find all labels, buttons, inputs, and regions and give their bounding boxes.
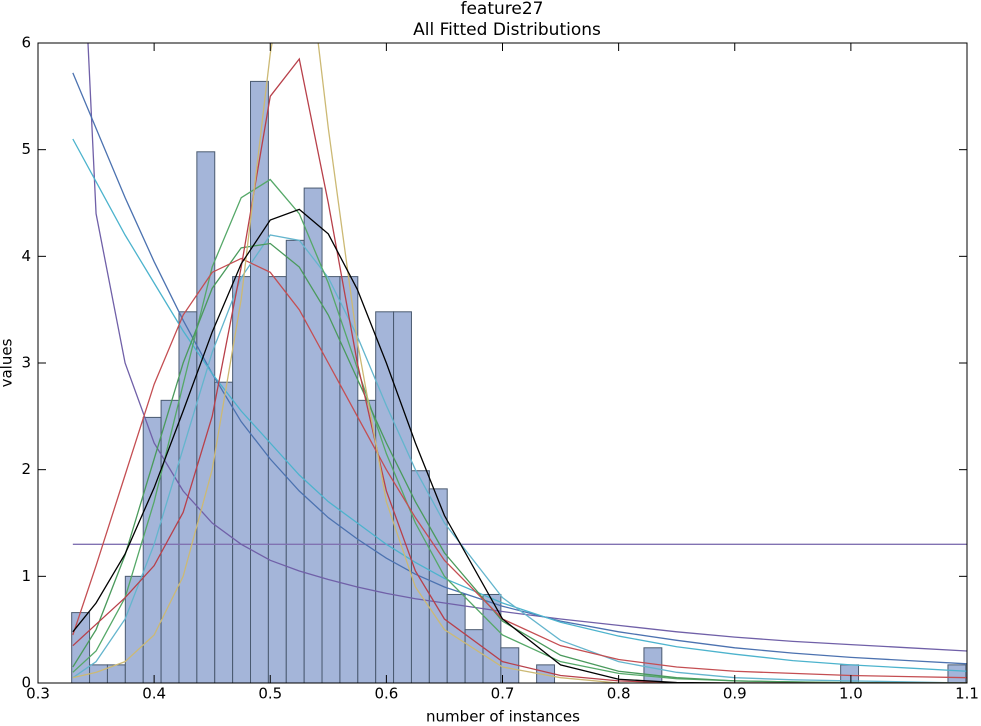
fitted-curve (87, 43, 967, 652)
fitted-curve (72, 43, 967, 683)
x-axis-label: number of instances (426, 708, 580, 726)
y-tick-label: 2 (21, 460, 31, 478)
x-tick-label: 1.0 (839, 685, 863, 703)
histogram-bar (947, 664, 967, 683)
y-tick-label: 5 (21, 140, 31, 158)
x-tick-label: 0.7 (491, 685, 515, 703)
histogram-bar (428, 488, 448, 683)
curves (72, 43, 967, 683)
x-tick-label: 1.1 (955, 685, 979, 703)
fitted-curve (72, 242, 967, 683)
chart-title: feature27 (460, 0, 543, 19)
x-tick-label: 0.4 (142, 685, 166, 703)
histogram-bar (285, 239, 305, 683)
fitted-curve (72, 138, 967, 672)
y-tick-label: 6 (21, 34, 31, 52)
bars (71, 80, 967, 683)
histogram-bar (482, 593, 502, 683)
histogram-bar (124, 575, 144, 683)
y-tick-label: 3 (21, 354, 31, 372)
y-tick-label: 4 (21, 247, 31, 265)
histogram-bar (250, 80, 269, 683)
histogram-bar (321, 276, 341, 683)
y-tick-label: 0 (21, 674, 31, 692)
histogram-bar (339, 276, 359, 683)
x-tick-label: 0.9 (723, 685, 747, 703)
fitted-curve (72, 234, 967, 683)
axes: 0.3 0.4 0.5 0.6 0.7 0.8 0.9 1.0 1.1 0 1 2 3 4 5 6 (21, 34, 978, 703)
histogram-bar (446, 593, 466, 683)
x-tick-label: 0.6 (374, 685, 398, 703)
histogram-bar (89, 664, 108, 683)
fitted-curve (72, 72, 967, 665)
y-axis-label: values (0, 338, 16, 387)
histogram-bar (375, 311, 395, 683)
fitted-curve (72, 57, 967, 683)
histogram-bar (160, 399, 180, 683)
histogram-bar (267, 276, 287, 683)
x-tick-label: 0.8 (607, 685, 631, 703)
fitted-curve (72, 208, 967, 683)
histogram-bar (214, 381, 234, 683)
fitted-curve (72, 257, 967, 679)
x-tick-label: 0.3 (26, 685, 50, 703)
chart-subtitle: All Fitted Distributions (413, 20, 601, 40)
x-tick-label: 0.5 (258, 685, 282, 703)
y-tick-label: 1 (21, 567, 31, 585)
histogram-bar (464, 629, 484, 683)
